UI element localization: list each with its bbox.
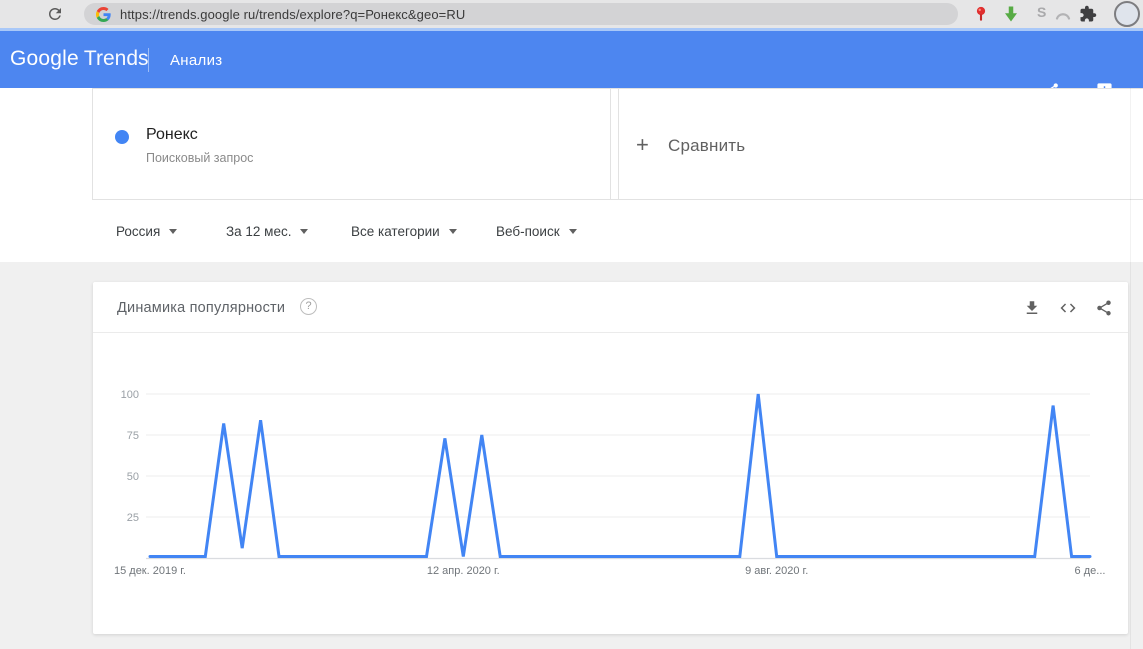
filter-time-label: За 12 мес. — [226, 224, 292, 239]
filter-category[interactable]: Все категории — [351, 224, 457, 239]
trends-line-chart: 25 50 75 100 15 дек. 2019 г. 12 апр. 2020 г. 9… — [114, 389, 1106, 577]
svg-text:15 дек. 2019 г.: 15 дек. 2019 г. — [114, 565, 186, 577]
header-divider — [148, 48, 149, 72]
logo-trends: Trends — [83, 47, 149, 70]
compare-label[interactable]: Сравнить — [668, 136, 746, 155]
cards-row-bottom-border — [92, 199, 1143, 200]
filter-geo[interactable]: Россия — [116, 224, 178, 239]
google-favicon-icon — [96, 6, 111, 22]
extensions-puzzle-icon[interactable] — [1079, 5, 1097, 23]
term-color-dot — [115, 130, 129, 144]
term-subtitle: Поисковый запрос — [146, 151, 254, 165]
download-icon[interactable] — [1023, 299, 1041, 317]
embed-code-icon[interactable] — [1059, 299, 1077, 317]
svg-text:6 де...: 6 де... — [1075, 565, 1106, 577]
plus-icon[interactable]: + — [636, 132, 649, 157]
scrollbar-track[interactable] — [1130, 88, 1131, 649]
compare-card-left-border — [618, 88, 619, 200]
chevron-down-icon — [568, 228, 577, 234]
share-icon[interactable] — [1095, 299, 1113, 317]
google-trends-logo[interactable]: Google Trends — [10, 47, 149, 71]
filter-geo-label: Россия — [116, 224, 161, 239]
chevron-down-icon — [300, 228, 309, 234]
svg-text:12 апр. 2020 г.: 12 апр. 2020 г. — [427, 565, 500, 577]
chart-title: Динамика популярности — [117, 300, 286, 316]
compare-card[interactable] — [619, 89, 1128, 199]
browser-toolbar: https://trends.google ru/trends/explore?… — [0, 0, 1143, 28]
arc-extension-icon[interactable] — [1054, 5, 1072, 23]
chevron-down-icon — [169, 228, 178, 234]
cards-row-left-border — [92, 88, 93, 200]
logo-google: Google — [10, 47, 79, 70]
svg-text:25: 25 — [127, 512, 139, 524]
filter-time-range[interactable]: За 12 мес. — [226, 224, 309, 239]
svg-text:50: 50 — [127, 471, 139, 483]
filter-search-type-label: Веб-поиск — [496, 224, 560, 239]
filter-category-label: Все категории — [351, 224, 440, 239]
svg-text:9 авг. 2020 г.: 9 авг. 2020 г. — [745, 565, 808, 577]
cards-row-top-border — [92, 88, 1143, 89]
trends-header: Google Trends Анализ — [0, 31, 1143, 98]
term-title: Ронекс — [146, 126, 198, 143]
pin-extension-icon[interactable] — [972, 5, 990, 23]
svg-text:100: 100 — [121, 389, 139, 401]
card-header-divider — [93, 332, 1128, 333]
term-card-right-border — [610, 88, 611, 200]
help-icon[interactable]: ? — [300, 298, 317, 315]
filter-search-type[interactable]: Веб-поиск — [496, 224, 577, 239]
search-term-card[interactable] — [93, 89, 610, 199]
address-bar[interactable]: https://trends.google ru/trends/explore?… — [84, 3, 958, 25]
svg-text:75: 75 — [127, 430, 139, 442]
profile-avatar[interactable] — [1114, 1, 1140, 27]
url-text[interactable]: https://trends.google ru/trends/explore?… — [120, 6, 466, 22]
reload-icon[interactable] — [46, 5, 64, 23]
s-extension-icon[interactable]: S — [1037, 4, 1047, 20]
interest-over-time-card: Динамика популярности ? 25 50 75 100 15 дек.… — [93, 282, 1128, 634]
save-download-extension-icon[interactable] — [1002, 5, 1020, 23]
nav-analysis-tab[interactable]: Анализ — [170, 52, 223, 69]
chevron-down-icon — [448, 228, 457, 234]
page-loading-bar — [0, 28, 1143, 31]
